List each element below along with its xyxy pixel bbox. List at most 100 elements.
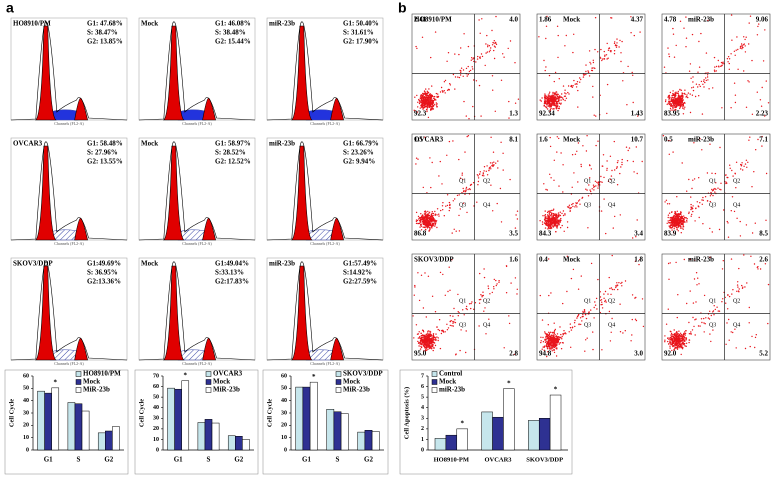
event-dot (686, 218, 688, 220)
event-dot (435, 102, 437, 104)
event-dot (444, 331, 446, 333)
event-dot (572, 202, 574, 205)
bar (340, 413, 349, 451)
event-dot (697, 277, 699, 279)
event-dot (429, 229, 431, 231)
event-dot (494, 46, 496, 48)
event-dot (620, 166, 622, 168)
event-dot (745, 159, 748, 161)
event-dot (668, 55, 671, 58)
chart-frame (134, 369, 259, 475)
quadrant-value: 84.3 (539, 230, 552, 238)
event-dot (473, 308, 475, 310)
event-dot (682, 107, 684, 109)
event-dot (765, 80, 767, 82)
event-dot (631, 318, 633, 321)
bar (309, 381, 318, 451)
event-dot (569, 323, 571, 325)
event-dot (495, 284, 497, 287)
event-dot (677, 225, 680, 227)
event-dot (685, 337, 688, 339)
event-dot (581, 196, 584, 199)
event-dot (579, 77, 581, 79)
chart-frame (4, 369, 129, 475)
event-dot (437, 339, 439, 342)
event-dot (491, 29, 493, 32)
x-tick-label: G1 (44, 456, 53, 464)
event-dot (680, 95, 683, 97)
g1-peak (290, 145, 313, 241)
event-dot (445, 205, 447, 207)
histogram-envelope (138, 141, 256, 241)
event-dot (417, 340, 419, 343)
event-dot (452, 73, 455, 76)
event-dot (557, 220, 560, 223)
quadrant-value: 4.0 (509, 16, 518, 24)
event-dot (576, 206, 578, 208)
event-dot (444, 79, 447, 82)
sample-name: miR-23b (688, 256, 714, 264)
event-dot (709, 256, 711, 258)
significance-mark: * (554, 386, 558, 394)
event-dot (684, 334, 686, 336)
event-dot (420, 225, 423, 227)
event-dot (615, 286, 617, 289)
event-dot (553, 208, 555, 210)
event-dot (589, 164, 591, 167)
event-dot (577, 288, 580, 290)
event-dot (431, 161, 433, 164)
event-dot (430, 333, 432, 336)
event-dot (560, 348, 563, 350)
event-dot (759, 99, 762, 101)
event-dot (418, 217, 421, 219)
event-dot (686, 190, 688, 192)
event-dot (606, 169, 608, 171)
event-dot (702, 83, 704, 86)
event-dot (496, 202, 498, 205)
event-dot (426, 349, 428, 351)
event-dot (674, 95, 677, 97)
event-dot (461, 174, 463, 176)
event-dot (633, 34, 635, 37)
event-dot (576, 81, 579, 83)
event-dot (541, 348, 543, 350)
event-dot (671, 223, 674, 225)
event-dot (466, 308, 468, 311)
event-dot (548, 103, 550, 105)
event-dot (483, 170, 485, 172)
event-dot (550, 177, 552, 179)
event-dot (676, 334, 678, 336)
event-dot (706, 172, 709, 174)
event-dot (549, 331, 552, 333)
event-dot (432, 97, 435, 100)
event-dot (557, 212, 560, 214)
quadrant-name: Q1 (584, 179, 591, 185)
event-dot (610, 51, 612, 53)
event-dot (492, 165, 494, 168)
event-dot (637, 115, 639, 117)
event-dot (424, 334, 426, 337)
event-dot (680, 344, 682, 347)
event-dot (430, 104, 432, 107)
event-dot (683, 220, 685, 222)
event-dot (700, 318, 703, 320)
event-dot (672, 215, 675, 218)
event-dot (545, 223, 547, 225)
event-dot (671, 334, 673, 336)
y-tick-label: 50 (153, 395, 159, 401)
event-dot (549, 224, 551, 227)
event-dot (745, 224, 748, 226)
event-dot (565, 93, 567, 95)
event-dot (426, 337, 429, 340)
event-dot (730, 258, 733, 260)
event-dot (584, 311, 586, 313)
phase-stat: G1:49.69% (87, 260, 121, 268)
event-dot (547, 337, 550, 339)
event-dot (726, 220, 728, 223)
bar (492, 416, 504, 451)
legend-swatch (335, 371, 342, 377)
event-dot (498, 281, 500, 283)
event-dot (449, 324, 451, 327)
event-dot (495, 43, 498, 46)
event-dot (431, 224, 433, 226)
